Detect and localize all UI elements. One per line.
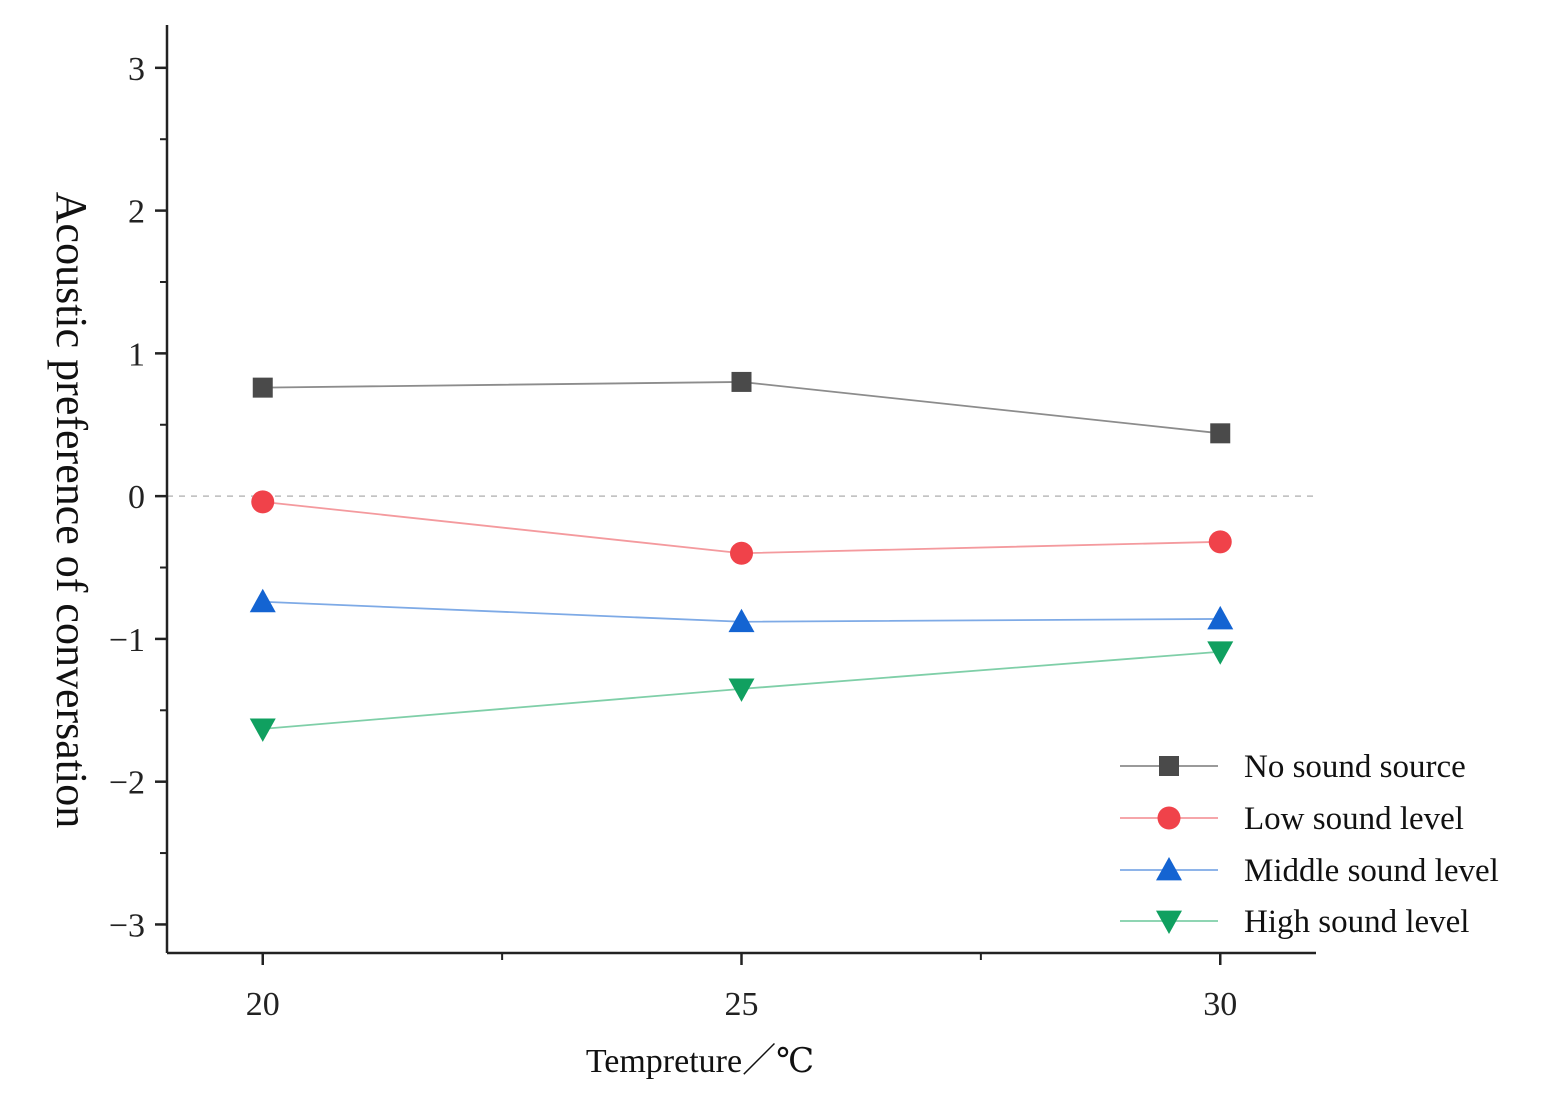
data-point: [731, 371, 752, 392]
legend-marker: [1157, 806, 1181, 830]
y-tick-label: 2: [128, 194, 145, 231]
series-low-sound-level: [251, 490, 1232, 565]
x-axis-ticks: 20 25 30: [246, 953, 1237, 1023]
legend-item: Low sound level: [1120, 801, 1464, 837]
legend-item: High sound level: [1120, 904, 1469, 940]
data-point: [730, 541, 753, 565]
legend-label: Middle sound level: [1244, 853, 1499, 889]
legend: No sound source Low sound level Middle sou…: [1120, 749, 1499, 940]
legend-marker: [1159, 756, 1179, 776]
legend-marker: [1156, 857, 1182, 881]
series-layer: [249, 371, 1234, 742]
data-point: [249, 718, 276, 742]
x-tick-label: 20: [246, 986, 280, 1023]
series-high-sound-level: [249, 641, 1234, 742]
data-point: [728, 608, 755, 633]
y-axis-title: Acoustic preference of conversation: [47, 192, 96, 828]
data-point: [1208, 530, 1232, 554]
legend-label: High sound level: [1244, 904, 1469, 940]
y-axis-ticks: 3 2 1 0 −1 −2 −3: [109, 51, 167, 944]
series-middle-sound-level: [249, 588, 1234, 633]
data-point: [1207, 641, 1234, 665]
y-tick-label: 0: [128, 479, 145, 516]
data-point: [249, 588, 276, 613]
y-tick-label: −3: [109, 907, 145, 944]
series-no-sound-source: [252, 371, 1231, 444]
y-tick-label: 3: [128, 51, 145, 88]
y-tick-label: −1: [109, 622, 145, 659]
legend-label: Low sound level: [1244, 801, 1464, 837]
data-point: [728, 678, 755, 702]
data-point: [1210, 423, 1231, 444]
legend-marker: [1156, 910, 1182, 934]
y-tick-label: −2: [109, 765, 145, 802]
x-axis-title: Tempreture／℃: [586, 1043, 814, 1080]
x-tick-label: 30: [1203, 986, 1237, 1023]
legend-item: Middle sound level: [1120, 853, 1499, 889]
legend-label: No sound source: [1244, 749, 1466, 785]
data-point: [252, 377, 273, 398]
data-point: [251, 490, 275, 514]
data-point: [1207, 605, 1234, 630]
legend-item: No sound source: [1120, 749, 1466, 785]
x-tick-label: 25: [725, 986, 759, 1023]
y-tick-label: 1: [128, 336, 145, 373]
